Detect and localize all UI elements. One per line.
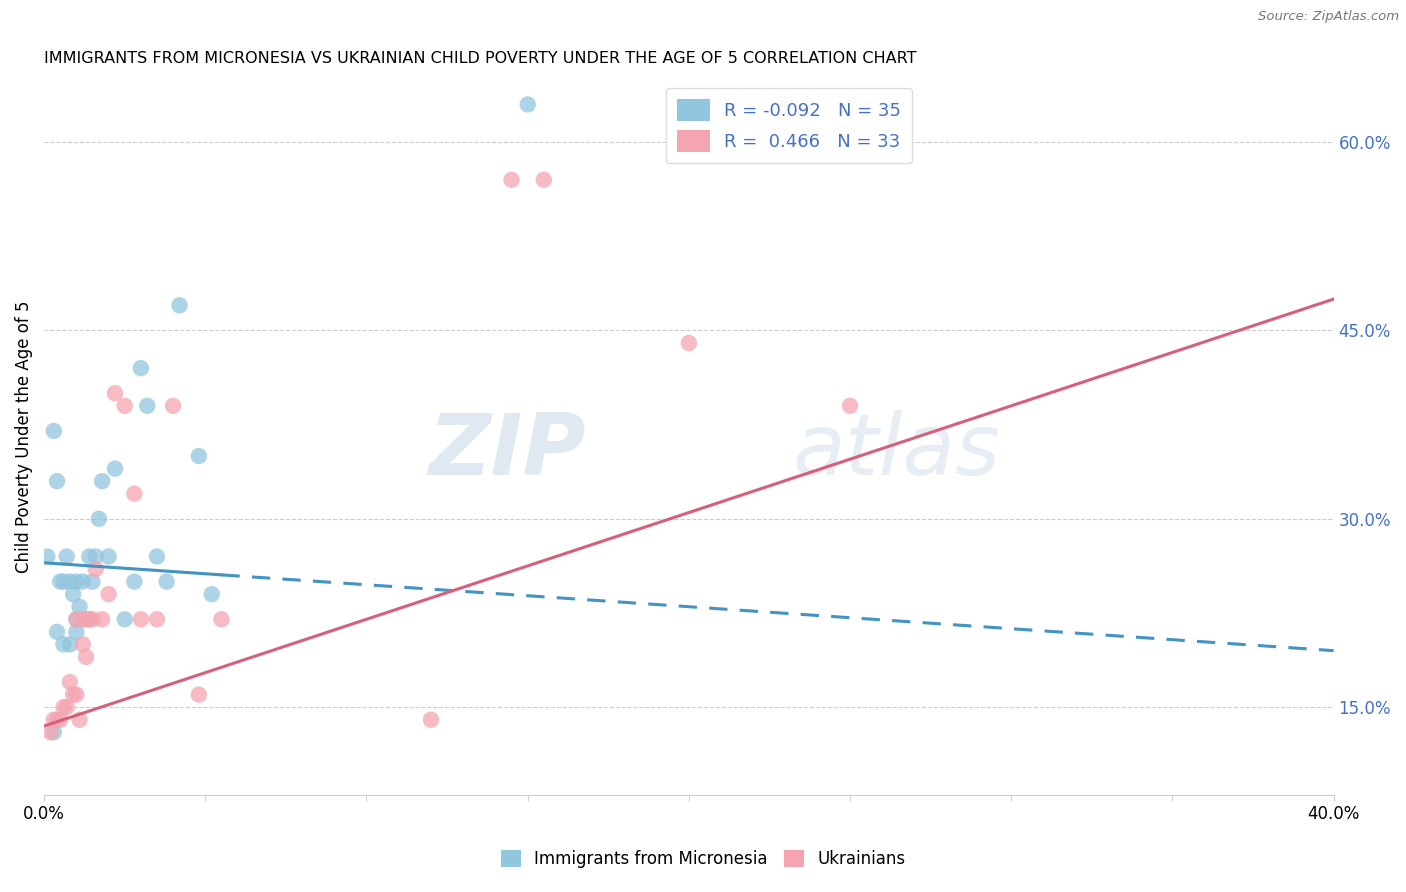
Point [59,637,82,651]
Point [124,486,146,500]
Point [77,549,100,564]
Point [65,624,87,639]
Point [136,399,159,413]
Point [187,688,209,702]
Point [104,461,127,475]
Point [516,97,538,112]
Point [91,612,114,626]
Point [46,474,69,488]
Point [62,587,84,601]
Point [62,688,84,702]
Point [59,675,82,690]
Point [55,700,77,714]
Point [146,549,169,564]
Legend: R = -0.092   N = 35, R =  0.466   N = 33: R = -0.092 N = 35, R = 0.466 N = 33 [666,88,912,163]
Point [201,587,224,601]
Point [156,574,179,589]
Point [75,612,97,626]
Point [39,725,62,739]
Point [129,612,152,626]
Point [65,612,87,626]
Text: Source: ZipAtlas.com: Source: ZipAtlas.com [1258,10,1399,22]
Text: atlas: atlas [792,410,1000,493]
Point [169,298,191,312]
Point [72,574,94,589]
Point [52,700,75,714]
Text: IMMIGRANTS FROM MICRONESIA VS UKRAINIAN CHILD POVERTY UNDER THE AGE OF 5 CORRELA: IMMIGRANTS FROM MICRONESIA VS UKRAINIAN … [44,51,917,66]
Point [49,713,72,727]
Text: ZIP: ZIP [427,410,586,493]
Point [678,336,700,351]
Point [46,624,69,639]
Point [65,574,87,589]
Point [84,562,107,576]
Point [97,549,120,564]
Point [37,549,59,564]
Point [75,649,97,664]
Point [82,612,104,626]
Point [59,574,82,589]
Point [46,713,69,727]
Point [42,424,65,438]
Point [97,587,120,601]
Point [91,474,114,488]
Point [87,512,110,526]
Point [114,399,136,413]
Point [533,173,555,187]
Point [69,599,91,614]
Point [65,688,87,702]
Point [77,612,100,626]
Point [55,549,77,564]
Point [104,386,127,401]
Y-axis label: Child Poverty Under the Age of 5: Child Poverty Under the Age of 5 [15,301,32,574]
Point [84,549,107,564]
Point [162,399,184,413]
Point [52,637,75,651]
Point [114,612,136,626]
Point [72,637,94,651]
Point [52,574,75,589]
Point [146,612,169,626]
Point [420,713,443,727]
Point [501,173,523,187]
Point [82,574,104,589]
Point [77,612,100,626]
Point [124,574,146,589]
Legend: Immigrants from Micronesia, Ukrainians: Immigrants from Micronesia, Ukrainians [494,843,912,875]
Point [72,612,94,626]
Point [69,713,91,727]
Point [49,574,72,589]
Point [187,449,209,463]
Point [42,725,65,739]
Point [65,612,87,626]
Point [839,399,862,413]
Point [209,612,232,626]
Point [129,361,152,376]
Point [42,713,65,727]
